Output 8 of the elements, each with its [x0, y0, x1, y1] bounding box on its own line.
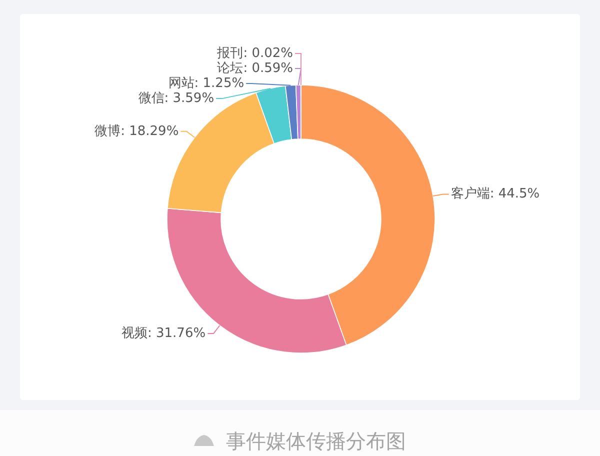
slice-label: 微信: 3.59%: [138, 91, 214, 106]
slice-label: 微博: 18.29%: [94, 124, 179, 139]
slice-label: 视频: 31.76%: [122, 326, 206, 341]
caption: 事件媒体传播分布图: [226, 429, 406, 453]
slice-label: 客户端: 44.5%: [450, 186, 540, 202]
slice-label: 报刊: 0.02%: [216, 46, 293, 62]
slice-label: 论坛: 0.59%: [217, 61, 293, 76]
slice-label: 网站: 1.25%: [168, 76, 244, 92]
